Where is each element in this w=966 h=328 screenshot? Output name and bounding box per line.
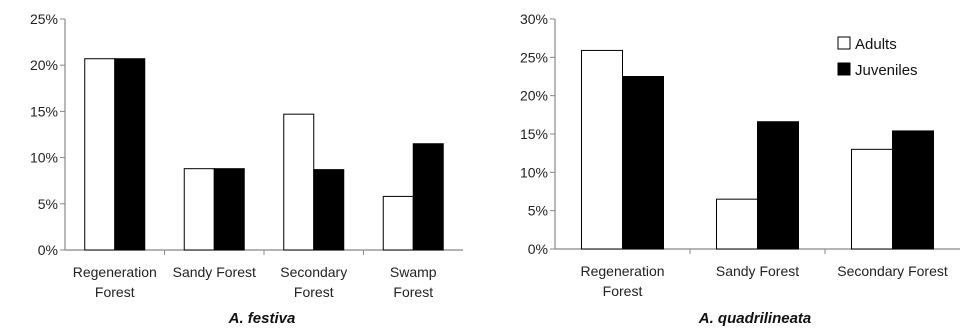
y-tick-label: 0%	[528, 241, 548, 257]
x-category-label: Secondary	[280, 264, 347, 280]
y-tick-label: 0%	[38, 242, 58, 258]
bar-adults-regeneration-forest	[84, 58, 116, 251]
legend-label-adults: Adults	[855, 36, 897, 53]
legend-label-juveniles: Juveniles	[855, 62, 918, 79]
bar-adults-sandy-forest	[183, 168, 215, 251]
bar-juveniles-swamp-forest	[412, 143, 444, 251]
legend-swatch-adults	[837, 36, 851, 50]
legend-swatch-juveniles	[837, 62, 851, 76]
bar-juveniles-sandy-forest	[213, 168, 245, 251]
y-tick-label: 20%	[520, 88, 548, 104]
y-tick-label: 15%	[520, 126, 548, 142]
bar-adults-swamp-forest	[382, 195, 414, 251]
x-category-label: Swamp	[390, 264, 437, 280]
x-category-label: Forest	[294, 284, 334, 300]
x-category-label: Sandy Forest	[716, 263, 799, 279]
y-tick-label: 5%	[528, 203, 548, 219]
chart-a-festiva: 0% 5% 10% 15% 20% 25% Regeneration Forest Sandy …	[30, 11, 463, 327]
chart-title: A. quadrilineata	[698, 310, 812, 327]
x-category-label: Forest	[393, 284, 433, 300]
x-category-label: Sandy Forest	[173, 264, 256, 280]
chart-a-quadrilineata: 0% 5% 10% 15% 20% 25% 30% Regeneration Forest San…	[520, 11, 960, 327]
y-tick-label: 25%	[30, 11, 58, 27]
x-category-label: Forest	[95, 284, 135, 300]
bar-adults-sandy-forest	[716, 198, 758, 250]
bar-juveniles-regeneration-forest	[622, 76, 664, 250]
bar-juveniles-secondary-forest	[313, 169, 345, 251]
y-tick-label: 15%	[30, 103, 58, 119]
y-tick-label: 10%	[520, 164, 548, 180]
y-tick-label: 30%	[520, 11, 548, 27]
bar-adults-secondary-forest	[851, 148, 893, 250]
y-tick-label: 25%	[520, 49, 548, 65]
bar-juveniles-sandy-forest	[757, 121, 799, 250]
x-category-label: Forest	[603, 283, 643, 299]
y-tick-label: 10%	[30, 150, 58, 166]
bar-juveniles-secondary-forest	[892, 130, 934, 250]
y-tick-label: 20%	[30, 57, 58, 73]
bar-juveniles-regeneration-forest	[114, 58, 146, 251]
bar-adults-regeneration-forest	[581, 49, 623, 250]
x-category-label: Regeneration	[73, 264, 157, 280]
y-tick-label: 5%	[38, 196, 58, 212]
x-category-label: Regeneration	[580, 263, 664, 279]
chart-title: A. festiva	[228, 310, 296, 327]
bar-adults-secondary-forest	[283, 113, 315, 251]
x-category-label: Secondary Forest	[837, 263, 948, 279]
